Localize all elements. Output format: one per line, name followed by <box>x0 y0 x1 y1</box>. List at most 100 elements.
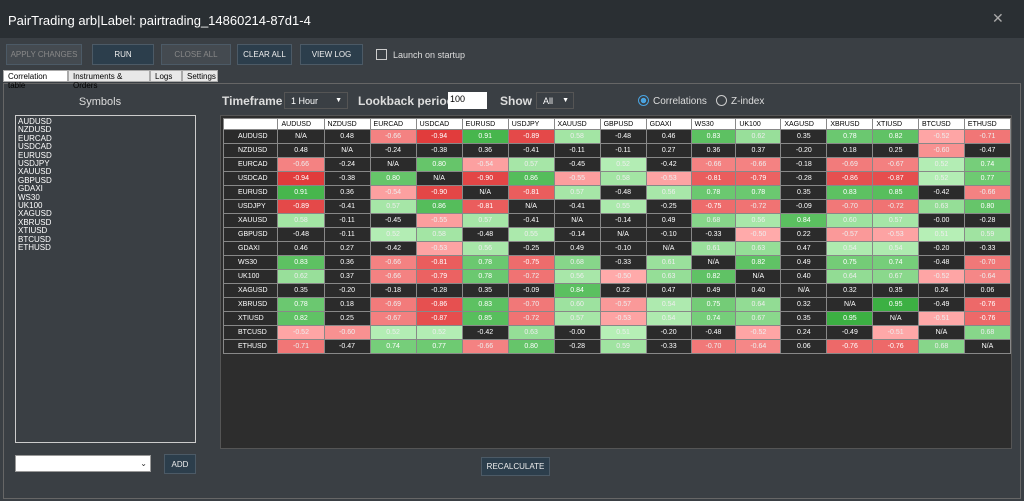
table-cell[interactable]: 0.77 <box>415 339 463 354</box>
table-cell[interactable]: -0.33 <box>690 227 737 242</box>
table-cell[interactable]: 0.36 <box>690 143 737 158</box>
table-cell[interactable]: 0.55 <box>507 227 555 242</box>
table-cell[interactable]: -0.48 <box>690 325 737 340</box>
table-cell[interactable]: -0.38 <box>323 171 371 186</box>
table-cell[interactable]: N/A <box>553 213 601 228</box>
table-row[interactable]: XAGUSD 0.35 -0.20 -0.18 -0.28 0.35 -0.09 0.84 0.… <box>222 283 1012 298</box>
table-cell[interactable]: 0.48 <box>277 143 325 158</box>
table-cell[interactable]: -0.14 <box>599 213 647 228</box>
table-row[interactable]: EURCAD -0.66 -0.24 N/A 0.80 -0.54 0.57 -0.45 0.5… <box>222 157 1012 172</box>
table-cell[interactable]: 0.32 <box>826 283 874 298</box>
toolbar-button[interactable]: RUN <box>92 44 154 65</box>
table-cell[interactable]: -0.72 <box>735 199 782 214</box>
table-cell[interactable]: -0.25 <box>645 199 692 214</box>
table-cell[interactable]: 0.59 <box>599 339 647 354</box>
table-cell[interactable]: -0.67 <box>872 157 919 172</box>
table-cell[interactable]: 0.62 <box>735 129 782 144</box>
table-cell[interactable]: -0.10 <box>645 227 692 242</box>
table-row[interactable]: NZDUSD 0.48 N/A -0.24 -0.38 0.36 -0.41 -0.11 -0.… <box>222 143 1012 158</box>
table-cell[interactable]: 0.58 <box>599 171 647 186</box>
table-cell[interactable]: -0.54 <box>369 185 417 200</box>
table-cell[interactable]: N/A <box>645 241 692 256</box>
table-cell[interactable]: -0.42 <box>461 325 509 340</box>
table-cell[interactable]: -0.20 <box>645 325 692 340</box>
symbol-item[interactable]: BTCUSD <box>18 234 51 244</box>
table-row[interactable]: USDCAD -0.94 -0.38 0.80 N/A -0.90 0.86 -0.55 0.5… <box>222 171 1012 186</box>
table-cell[interactable]: -0.54 <box>461 157 509 172</box>
table-cell[interactable]: 0.86 <box>507 171 555 186</box>
table-cell[interactable]: -0.20 <box>780 143 828 158</box>
table-cell[interactable]: -0.28 <box>780 171 828 186</box>
table-cell[interactable]: N/A <box>872 311 919 326</box>
table-cell[interactable]: -0.81 <box>690 171 737 186</box>
add-button[interactable]: ADD <box>164 454 196 474</box>
table-cell[interactable]: 0.27 <box>645 143 692 158</box>
table-cell[interactable]: 0.57 <box>553 185 601 200</box>
table-cell[interactable]: 0.49 <box>645 213 692 228</box>
table-cell[interactable]: 0.57 <box>461 213 509 228</box>
table-cell[interactable]: 0.84 <box>553 283 601 298</box>
table-cell[interactable]: -0.64 <box>963 269 1012 284</box>
table-cell[interactable]: 0.24 <box>780 325 828 340</box>
table-cell[interactable]: 0.80 <box>415 157 463 172</box>
table-cell[interactable]: -0.53 <box>872 227 919 242</box>
table-cell[interactable]: 0.56 <box>461 241 509 256</box>
table-cell[interactable]: 0.84 <box>780 213 828 228</box>
table-cell[interactable]: -0.76 <box>826 339 874 354</box>
table-cell[interactable]: -0.89 <box>507 129 555 144</box>
table-cell[interactable]: 0.83 <box>461 297 509 312</box>
table-cell[interactable]: N/A <box>415 171 463 186</box>
table-cell[interactable]: -0.60 <box>323 325 371 340</box>
table-cell[interactable]: -0.28 <box>553 339 601 354</box>
table-cell[interactable]: -0.57 <box>826 227 874 242</box>
table-cell[interactable]: -0.66 <box>369 269 417 284</box>
table-cell[interactable]: 0.52 <box>917 157 965 172</box>
table-cell[interactable]: 0.63 <box>507 325 555 340</box>
table-cell[interactable]: 0.85 <box>872 185 919 200</box>
table-cell[interactable]: 0.37 <box>323 269 371 284</box>
toolbar-button[interactable]: VIEW LOG <box>300 44 363 65</box>
symbol-item[interactable]: WS30 <box>18 192 40 202</box>
table-row[interactable]: XAUUSD 0.58 -0.11 -0.45 -0.55 0.57 -0.41 N/A -0.… <box>222 213 1012 228</box>
table-cell[interactable]: 0.59 <box>963 227 1012 242</box>
table-cell[interactable]: 0.74 <box>963 157 1012 172</box>
table-cell[interactable]: 0.35 <box>780 129 828 144</box>
table-cell[interactable]: -0.28 <box>963 213 1012 228</box>
table-cell[interactable]: -0.50 <box>599 269 647 284</box>
tab[interactable]: Settings <box>182 70 218 82</box>
table-cell[interactable]: N/A <box>323 143 371 158</box>
symbol-item[interactable]: GBPUSD <box>18 175 52 185</box>
table-row[interactable]: XBRUSD 0.78 0.18 -0.69 -0.86 0.83 -0.70 0.60 -0.… <box>222 297 1012 312</box>
table-cell[interactable]: -0.53 <box>599 311 647 326</box>
table-cell[interactable]: 0.63 <box>645 269 692 284</box>
table-cell[interactable]: N/A <box>277 129 325 144</box>
symbol-item[interactable]: GDAXI <box>18 184 43 194</box>
table-cell[interactable]: 0.56 <box>553 269 601 284</box>
table-cell[interactable]: 0.54 <box>826 241 874 256</box>
table-cell[interactable]: 0.68 <box>690 213 737 228</box>
table-cell[interactable]: 0.36 <box>323 185 371 200</box>
table-cell[interactable]: 0.62 <box>277 269 325 284</box>
table-row[interactable]: EURUSD 0.91 0.36 -0.54 -0.90 N/A -0.81 0.57 -0.4… <box>222 185 1012 200</box>
table-cell[interactable]: -0.75 <box>507 255 555 270</box>
table-cell[interactable]: -0.14 <box>553 227 601 242</box>
table-cell[interactable]: 0.68 <box>553 255 601 270</box>
table-cell[interactable]: 0.83 <box>826 185 874 200</box>
table-cell[interactable]: 0.74 <box>690 311 737 326</box>
table-cell[interactable]: 0.47 <box>645 283 692 298</box>
table-cell[interactable]: 0.78 <box>690 185 737 200</box>
table-cell[interactable]: -0.25 <box>507 241 555 256</box>
table-cell[interactable]: 0.58 <box>415 227 463 242</box>
table-cell[interactable]: 0.52 <box>369 325 417 340</box>
table-cell[interactable]: 0.91 <box>277 185 325 200</box>
table-cell[interactable]: -0.71 <box>963 129 1012 144</box>
table-cell[interactable]: 0.22 <box>599 283 647 298</box>
symbols-list[interactable]: AUDUSD NZDUSD EURCAD USDCAD EURUSD USDJPY XAUU… <box>15 115 196 443</box>
table-cell[interactable]: 0.61 <box>690 241 737 256</box>
table-cell[interactable]: N/A <box>369 157 417 172</box>
table-cell[interactable]: 0.64 <box>826 269 874 284</box>
table-cell[interactable]: -0.69 <box>826 157 874 172</box>
table-cell[interactable]: 0.83 <box>277 255 325 270</box>
table-cell[interactable]: 0.82 <box>735 255 782 270</box>
table-cell[interactable]: N/A <box>690 255 737 270</box>
